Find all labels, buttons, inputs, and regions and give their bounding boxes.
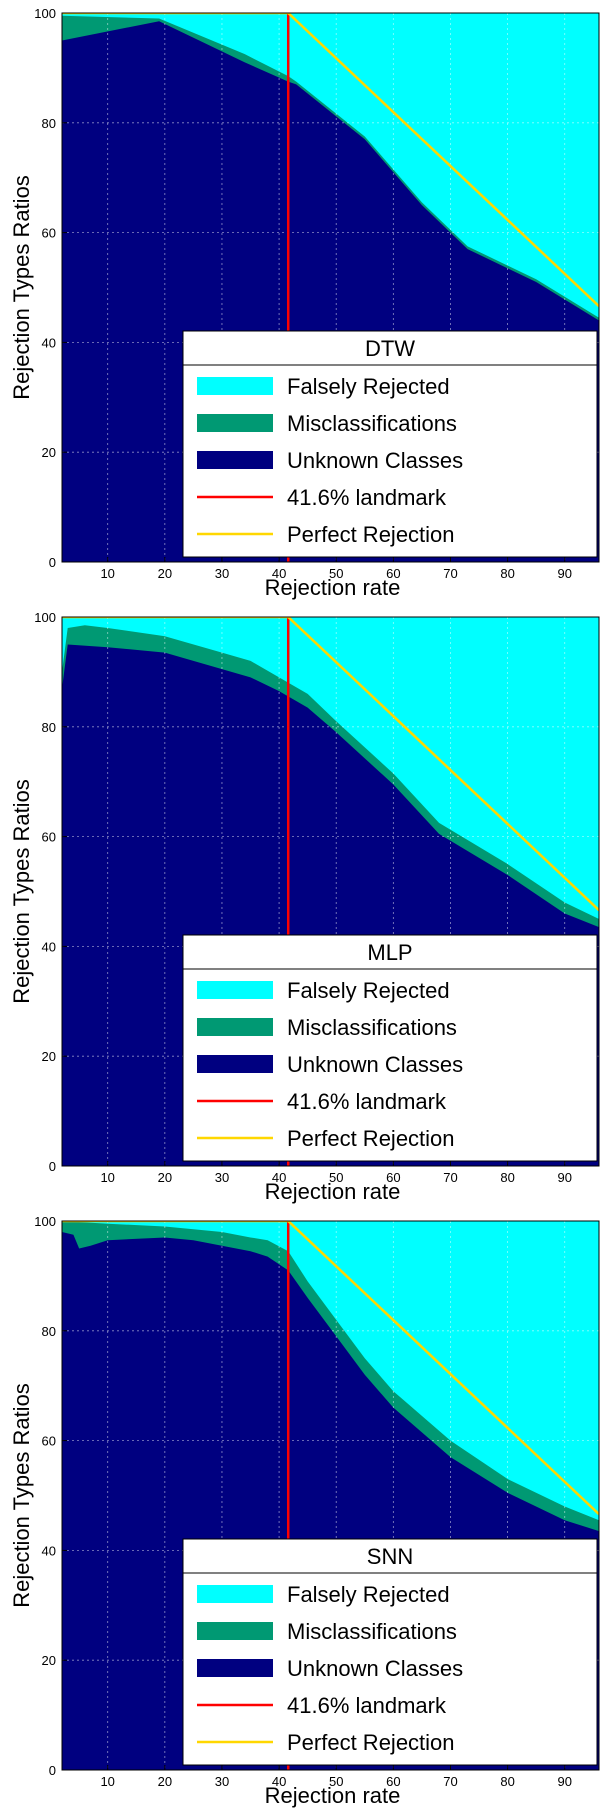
- legend-label-perfect-rejection: Perfect Rejection: [287, 1126, 455, 1151]
- legend-swatch-unknown-classes: [197, 1659, 273, 1677]
- chart-panel-mlp: 10 20 30 40 50 60 70 80 90 0 20 40 60 80 100 Rejection …: [9, 610, 600, 1204]
- y-tick-label: 20: [42, 445, 56, 460]
- legend-swatch-misclassifications: [197, 414, 273, 432]
- x-tick-label: 50: [329, 1170, 343, 1185]
- y-tick-label: 60: [42, 226, 56, 241]
- x-tick-label: 90: [557, 1774, 571, 1789]
- x-tick-label: 60: [386, 1774, 400, 1789]
- y-tick-label: 100: [34, 6, 56, 21]
- y-tick-label: 80: [42, 1324, 56, 1339]
- legend-title: MLP: [367, 940, 412, 965]
- y-tick-label: 40: [42, 335, 56, 350]
- legend-title: DTW: [365, 336, 415, 361]
- y-tick-label: 40: [42, 939, 56, 954]
- y-axis-label: Rejection Types Ratios: [9, 779, 34, 1004]
- x-tick-label: 20: [158, 566, 172, 581]
- x-tick-label: 80: [500, 1170, 514, 1185]
- legend-label-misclassifications: Misclassifications: [287, 1015, 457, 1040]
- y-tick-label: 0: [49, 555, 56, 570]
- legend-swatch-misclassifications: [197, 1622, 273, 1640]
- legend-box: [182, 934, 598, 1162]
- x-tick-label: 70: [443, 1170, 457, 1185]
- plot-frame: [61, 616, 600, 1167]
- x-tick-label: 80: [500, 566, 514, 581]
- y-tick-label: 0: [49, 1763, 56, 1778]
- x-tick-label: 10: [100, 566, 114, 581]
- x-tick-label: 20: [158, 1170, 172, 1185]
- x-tick-label: 60: [386, 566, 400, 581]
- x-tick-label: 30: [215, 1774, 229, 1789]
- legend-box: [182, 1538, 598, 1766]
- x-tick-label: 40: [272, 1774, 286, 1789]
- legend-label-misclassifications: Misclassifications: [287, 1619, 457, 1644]
- legend-label-41-6-landmark: 41.6% landmark: [287, 485, 447, 510]
- x-axis-label: Rejection rate: [265, 1179, 401, 1204]
- y-tick-label: 100: [34, 1214, 56, 1229]
- legend-label-41-6-landmark: 41.6% landmark: [287, 1089, 447, 1114]
- x-tick-label: 20: [158, 1774, 172, 1789]
- x-axis-label: Rejection rate: [265, 575, 401, 600]
- legend-label-perfect-rejection: Perfect Rejection: [287, 522, 455, 547]
- y-tick-label: 0: [49, 1159, 56, 1174]
- y-tick-label: 60: [42, 1434, 56, 1449]
- x-tick-label: 90: [557, 566, 571, 581]
- y-tick-label: 100: [34, 610, 56, 625]
- chart-panel-snn: 10 20 30 40 50 60 70 80 90 0 20 40 60 80 100 Rejection …: [9, 1214, 600, 1808]
- legend-swatch-misclassifications: [197, 1018, 273, 1036]
- line-perfect-rejection: [62, 617, 599, 912]
- x-tick-label: 60: [386, 1170, 400, 1185]
- legend-swatch-unknown-classes: [197, 1055, 273, 1073]
- x-tick-label: 30: [215, 1170, 229, 1185]
- x-tick-label: 70: [443, 1774, 457, 1789]
- x-tick-label: 10: [100, 1170, 114, 1185]
- line-perfect-rejection: [62, 13, 599, 308]
- legend-label-misclassifications: Misclassifications: [287, 411, 457, 436]
- chart-panel-dtw: 10 20 30 40 50 60 70 80 90 0 20 40 60 80 100 Rejection …: [9, 6, 600, 600]
- legend-label-unknown-classes: Unknown Classes: [287, 448, 463, 473]
- legend: SNN Falsely Rejected Misclassifications Unk…: [182, 1538, 598, 1766]
- legend-swatch-falsely-rejected: [197, 1585, 273, 1603]
- y-tick-label: 60: [42, 830, 56, 845]
- y-axis-label: Rejection Types Ratios: [9, 1383, 34, 1608]
- legend-label-unknown-classes: Unknown Classes: [287, 1052, 463, 1077]
- plot-frame: [61, 1220, 600, 1771]
- x-tick-label: 10: [100, 1774, 114, 1789]
- legend: MLP Falsely Rejected Misclassifications Unk…: [182, 934, 598, 1162]
- legend-swatch-falsely-rejected: [197, 981, 273, 999]
- legend-label-falsely-rejected: Falsely Rejected: [287, 374, 450, 399]
- y-tick-label: 80: [42, 116, 56, 131]
- y-tick-label: 40: [42, 1543, 56, 1558]
- y-axis-label: Rejection Types Ratios: [9, 175, 34, 400]
- plot-frame: [61, 12, 600, 563]
- legend-label-41-6-landmark: 41.6% landmark: [287, 1693, 447, 1718]
- x-tick-label: 80: [500, 1774, 514, 1789]
- x-tick-label: 50: [329, 566, 343, 581]
- legend-label-perfect-rejection: Perfect Rejection: [287, 1730, 455, 1755]
- legend: DTW Falsely Rejected Misclassifications Unk…: [182, 330, 598, 558]
- legend-box: [182, 330, 598, 558]
- y-tick-label: 20: [42, 1049, 56, 1064]
- x-tick-label: 50: [329, 1774, 343, 1789]
- y-tick-label: 80: [42, 720, 56, 735]
- x-tick-label: 40: [272, 1170, 286, 1185]
- legend-swatch-unknown-classes: [197, 451, 273, 469]
- legend-title: SNN: [367, 1544, 413, 1569]
- x-axis-label: Rejection rate: [265, 1783, 401, 1808]
- x-tick-label: 40: [272, 566, 286, 581]
- legend-label-unknown-classes: Unknown Classes: [287, 1656, 463, 1681]
- y-tick-label: 20: [42, 1653, 56, 1668]
- legend-swatch-falsely-rejected: [197, 377, 273, 395]
- legend-label-falsely-rejected: Falsely Rejected: [287, 978, 450, 1003]
- x-tick-label: 30: [215, 566, 229, 581]
- x-tick-label: 70: [443, 566, 457, 581]
- legend-label-falsely-rejected: Falsely Rejected: [287, 1582, 450, 1607]
- x-tick-label: 90: [557, 1170, 571, 1185]
- line-perfect-rejection: [62, 1221, 599, 1516]
